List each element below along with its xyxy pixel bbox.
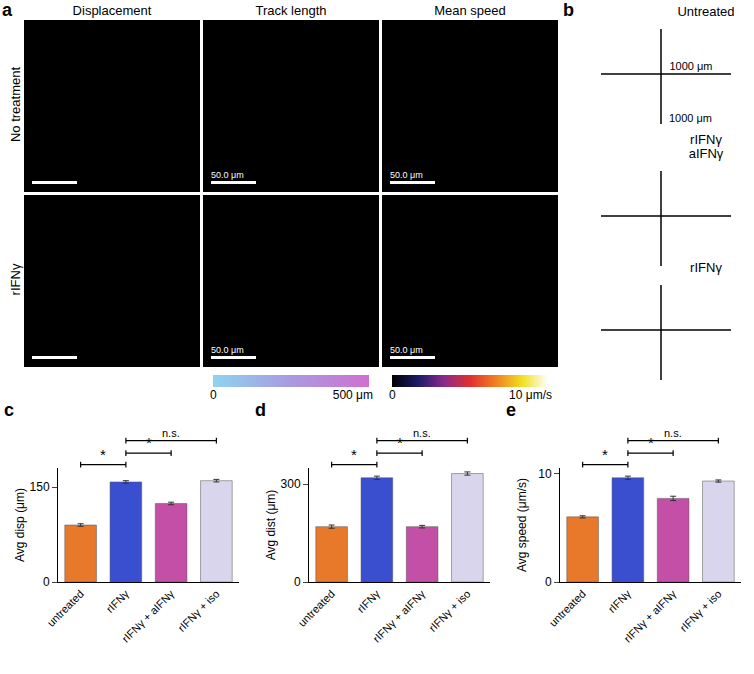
html-text:Track length: Track length	[255, 3, 327, 18]
html-text:e: e	[506, 400, 516, 420]
html-text:50.0 μm: 50.0 μm	[211, 170, 244, 180]
svg-text:untreated: untreated	[45, 588, 86, 629]
svg-text:rIFNγ + aIFNγ: rIFNγ + aIFNγ	[119, 587, 176, 644]
html-text:Mean speed: Mean speed	[434, 3, 506, 18]
html-text:b: b	[563, 0, 574, 20]
svg-text:aIFNγ: aIFNγ	[689, 146, 724, 161]
html-text:a: a	[2, 0, 12, 20]
svg-text:Avg speed (μm/s): Avg speed (μm/s)	[515, 478, 529, 572]
svg-text:rIFNγ: rIFNγ	[690, 260, 722, 275]
svg-text:rIFNγ + iso: rIFNγ + iso	[426, 588, 472, 634]
svg-text:*: *	[397, 434, 403, 451]
svg-text:rIFNγ + iso: rIFNγ + iso	[175, 588, 221, 634]
html-text:Displacement: Displacement	[72, 3, 152, 18]
html-text:No treatment: No treatment	[7, 66, 23, 143]
html-text:50.0 μm: 50.0 μm	[211, 345, 244, 355]
svg-text:0: 0	[294, 575, 301, 589]
svg-text:rIFNγ: rIFNγ	[606, 587, 634, 615]
html-text:10 μm/s: 10 μm/s	[509, 388, 552, 402]
html-text:rIFNγ: rIFNγ	[7, 263, 23, 296]
svg-text:rIFNγ: rIFNγ	[690, 132, 722, 147]
svg-text:0: 0	[43, 575, 50, 589]
svg-text:n.s.: n.s.	[664, 427, 682, 439]
svg-text:rIFNγ + aIFNγ: rIFNγ + aIFNγ	[370, 587, 427, 644]
svg-text:*: *	[648, 434, 654, 451]
svg-text:n.s.: n.s.	[162, 427, 180, 439]
svg-text:10: 10	[538, 467, 552, 481]
svg-text:Avg disp (μm): Avg disp (μm)	[13, 488, 27, 562]
svg-text:*: *	[146, 434, 152, 451]
svg-text:0: 0	[545, 575, 552, 589]
html-text:0: 0	[210, 388, 217, 402]
svg-text:rIFNγ + iso: rIFNγ + iso	[677, 588, 723, 634]
svg-text:Untreated: Untreated	[677, 4, 734, 19]
svg-text:1000 μm: 1000 μm	[669, 60, 712, 72]
svg-text:Avg dist (μm): Avg dist (μm)	[264, 490, 278, 561]
svg-text:*: *	[100, 446, 106, 463]
html-text:0: 0	[389, 388, 396, 402]
svg-text:n.s.: n.s.	[413, 427, 431, 439]
html-text:d: d	[255, 400, 266, 420]
svg-text:rIFNγ + aIFNγ: rIFNγ + aIFNγ	[621, 587, 678, 644]
svg-text:*: *	[602, 446, 608, 463]
svg-text:*: *	[351, 446, 357, 463]
svg-text:300: 300	[281, 477, 301, 491]
svg-text:1000 μm: 1000 μm	[669, 112, 712, 124]
svg-text:untreated: untreated	[296, 588, 337, 629]
svg-text:150: 150	[30, 480, 50, 494]
svg-text:untreated: untreated	[547, 588, 588, 629]
svg-text:rIFNγ: rIFNγ	[104, 587, 132, 615]
html-text:50.0 μm: 50.0 μm	[390, 170, 423, 180]
html-text:c: c	[4, 400, 14, 420]
html-text:50.0 μm: 50.0 μm	[390, 345, 423, 355]
html-text:500 μm: 500 μm	[332, 388, 373, 402]
svg-text:rIFNγ: rIFNγ	[355, 587, 383, 615]
